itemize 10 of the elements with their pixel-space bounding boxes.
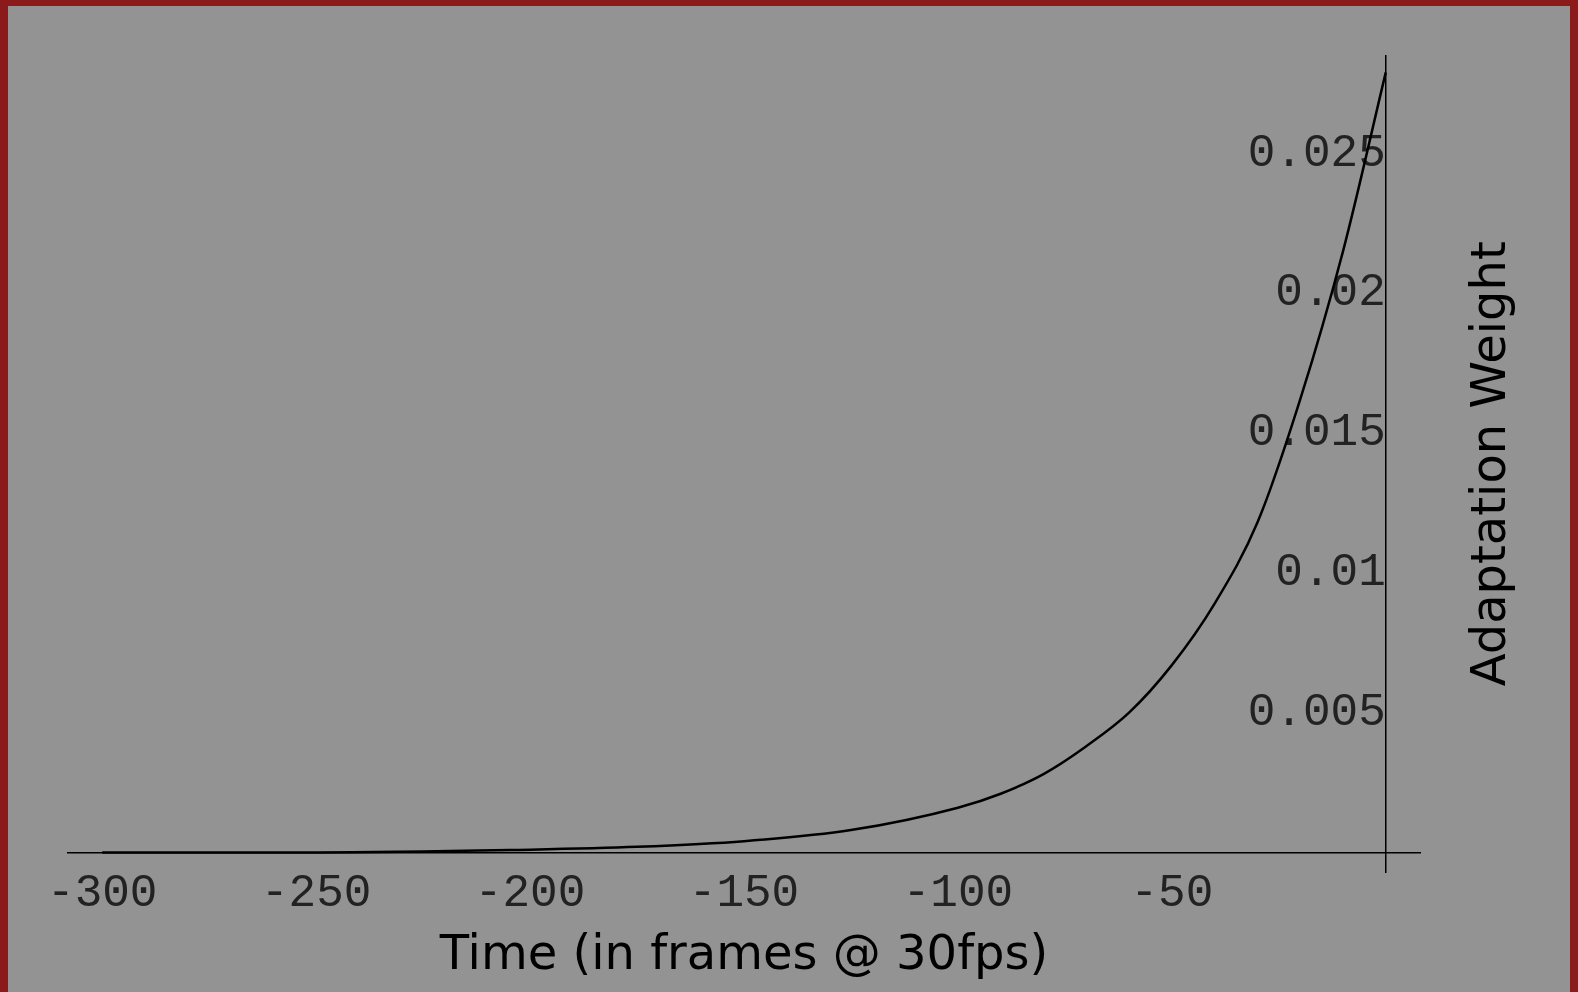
x-tick-label: -100 <box>902 868 1014 921</box>
y-tick-label: 0.005 <box>1247 686 1386 739</box>
x-tick-label: -300 <box>47 868 158 921</box>
y-axis-title: Adaptation Weight <box>1460 241 1517 687</box>
x-tick-label: -200 <box>474 868 586 921</box>
x-tick-label: -250 <box>260 868 372 921</box>
y-tick-label: 0.01 <box>1275 547 1386 600</box>
x-axis-title: Time (in frames @ 30fps) <box>438 924 1049 981</box>
x-tick-label: -150 <box>688 868 800 921</box>
x-tick-label: -50 <box>1130 868 1214 921</box>
